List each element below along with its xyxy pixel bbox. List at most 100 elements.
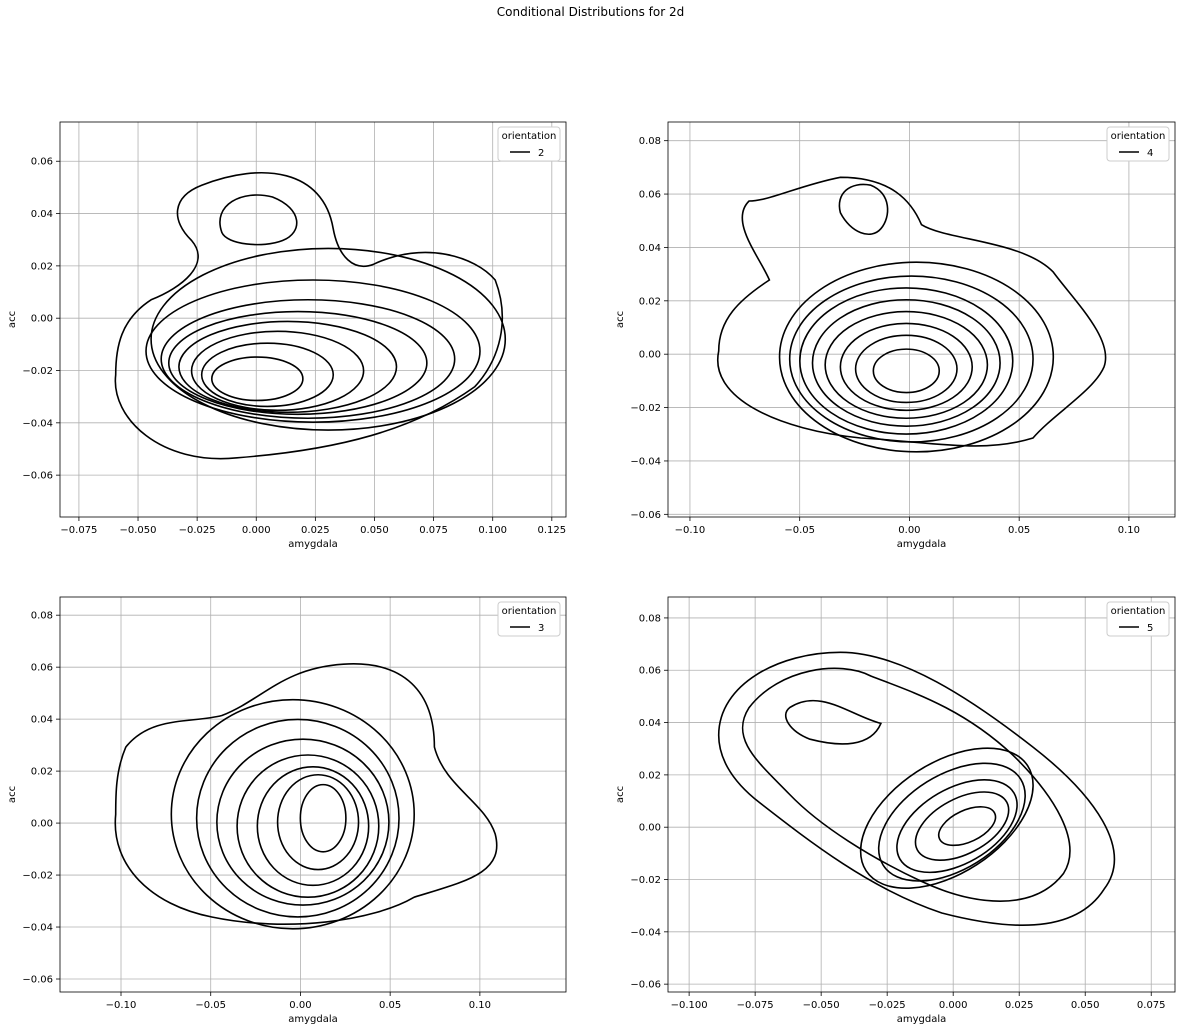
x-tick-label: 0.100 xyxy=(478,525,507,536)
contour-line xyxy=(839,322,974,412)
contour-line xyxy=(824,310,989,420)
subplot-4: −0.100 −0.075 −0.050 −0.025 0.000 0.025 0.050 0… xyxy=(615,596,1176,1025)
y-tick-label: 0.02 xyxy=(31,767,53,778)
legend-label: 5 xyxy=(1147,623,1153,634)
y-tick-label: 0.04 xyxy=(31,715,53,726)
y-tick-label: −0.04 xyxy=(22,923,53,934)
y-tick-label: 0.04 xyxy=(31,209,53,220)
x-tick-label: 0.025 xyxy=(301,525,330,536)
contour-line xyxy=(170,698,416,930)
y-tick-label: 0.04 xyxy=(639,718,661,729)
subplot-2: −0.10 −0.05 0.00 0.05 0.10 −0.06 −0.04 −0.02 0.0… xyxy=(615,121,1176,550)
contour-line xyxy=(784,699,883,745)
y-tick-label: −0.04 xyxy=(22,418,53,429)
subplot-3: −0.10 −0.05 0.00 0.05 0.10 −0.06 −0.04 −0.02 0.0… xyxy=(7,596,567,1025)
x-tick-label: −0.075 xyxy=(60,525,97,536)
y-tick-label: −0.06 xyxy=(630,980,661,991)
y-tick-label: 0.04 xyxy=(639,243,661,254)
y-tick-label: 0.02 xyxy=(31,261,53,272)
contour-line xyxy=(167,310,428,416)
x-tick-label: 0.05 xyxy=(1008,525,1030,536)
contour-line xyxy=(717,651,1116,927)
x-axis-label: amygdala xyxy=(288,1014,338,1025)
subplot-1: −0.075 −0.050 −0.025 0.000 0.025 0.050 0.075 0.… xyxy=(7,121,567,550)
contour-line xyxy=(256,766,370,887)
contour-line xyxy=(937,806,997,847)
legend-title: orientation xyxy=(1111,131,1166,142)
contour-line xyxy=(145,279,481,423)
x-tick-label: 0.075 xyxy=(1137,1000,1166,1011)
legend-title: orientation xyxy=(1111,606,1166,617)
axes-frame xyxy=(667,596,1176,993)
legend-label: 3 xyxy=(538,623,544,634)
y-tick-label: 0.00 xyxy=(31,819,53,830)
y-tick-label: −0.02 xyxy=(22,366,53,377)
contour-lines xyxy=(114,663,498,930)
y-tick-label: 0.06 xyxy=(639,666,661,677)
legend-label: 2 xyxy=(538,148,544,159)
x-tick-label: −0.100 xyxy=(671,1000,708,1011)
contour-line xyxy=(896,779,1018,874)
x-tick-label: 0.000 xyxy=(939,1000,968,1011)
x-tick-label: −0.10 xyxy=(106,1000,137,1011)
y-tick-label: −0.06 xyxy=(22,975,53,986)
y-tick-label: −0.04 xyxy=(630,456,661,467)
y-tick-label: 0.06 xyxy=(31,663,53,674)
contour-line xyxy=(200,342,335,408)
contour-line xyxy=(741,667,1071,902)
y-tick-label: −0.04 xyxy=(630,927,661,938)
y-tick-label: 0.00 xyxy=(639,350,661,361)
contour-line xyxy=(219,194,298,246)
y-tick-label: −0.02 xyxy=(630,403,661,414)
y-tick-label: −0.06 xyxy=(630,510,661,521)
y-axis-label: acc xyxy=(615,786,626,803)
legend: orientation 3 xyxy=(497,601,561,637)
x-tick-label: 0.00 xyxy=(898,525,920,536)
y-axis-label: acc xyxy=(7,786,18,803)
contour-line xyxy=(838,183,889,235)
contour-line xyxy=(276,773,360,871)
contour-line xyxy=(299,783,347,853)
legend-title: orientation xyxy=(502,131,557,142)
x-tick-label: 0.075 xyxy=(419,525,448,536)
axes-frame xyxy=(667,121,1176,518)
contour-line xyxy=(160,298,456,420)
y-tick-label: 0.08 xyxy=(31,611,53,622)
contour-line xyxy=(859,747,1034,890)
x-tick-label: 0.10 xyxy=(1118,525,1140,536)
x-tick-label: 0.025 xyxy=(1005,1000,1034,1011)
y-tick-label: −0.02 xyxy=(630,875,661,886)
x-tick-label: −0.05 xyxy=(784,525,815,536)
y-tick-label: 0.02 xyxy=(639,296,661,307)
x-tick-label: 0.050 xyxy=(360,525,389,536)
x-tick-label: −0.025 xyxy=(179,525,216,536)
legend-label: 4 xyxy=(1147,148,1153,159)
y-axis-label: acc xyxy=(615,311,626,328)
y-tick-label: 0.00 xyxy=(31,314,53,325)
contour-line xyxy=(114,172,503,460)
legend: orientation 4 xyxy=(1106,126,1170,162)
y-tick-label: 0.02 xyxy=(639,770,661,781)
axes-frame xyxy=(59,596,567,993)
contour-line xyxy=(236,754,380,898)
x-tick-label: 0.00 xyxy=(289,1000,311,1011)
axes-frame xyxy=(59,121,567,518)
contour-line xyxy=(877,762,1026,882)
legend: orientation 5 xyxy=(1106,601,1170,637)
x-axis-label: amygdala xyxy=(897,539,947,550)
contour-line xyxy=(150,247,507,431)
x-tick-label: 0.05 xyxy=(379,1000,401,1011)
x-tick-label: 0.10 xyxy=(469,1000,491,1011)
x-tick-label: −0.050 xyxy=(803,1000,840,1011)
contour-line xyxy=(195,718,400,918)
contour-line xyxy=(190,330,365,412)
x-tick-label: −0.05 xyxy=(195,1000,226,1011)
x-tick-label: −0.050 xyxy=(120,525,157,536)
y-tick-label: 0.06 xyxy=(31,157,53,168)
contour-line xyxy=(914,791,1010,861)
contour-lines xyxy=(114,172,507,460)
y-tick-label: −0.02 xyxy=(22,871,53,882)
contour-line xyxy=(854,334,958,404)
x-tick-label: 0.125 xyxy=(537,525,566,536)
